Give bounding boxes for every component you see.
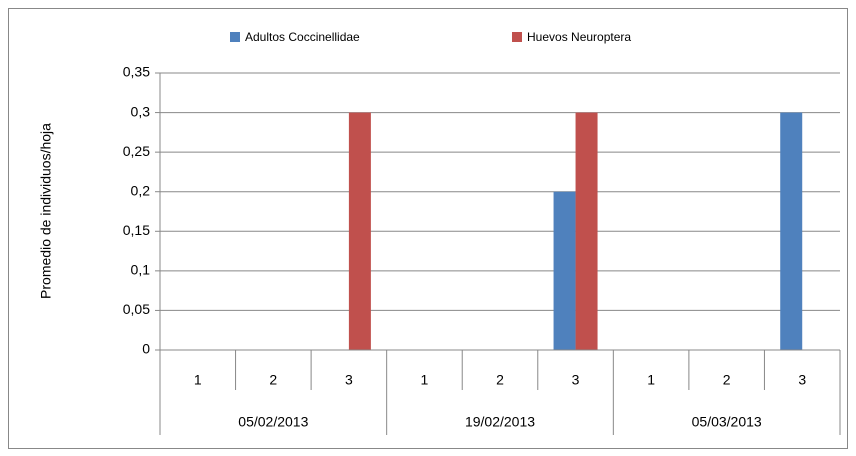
x-tick-label: 2 [496,372,504,388]
legend-label: Adultos Coccinellidae [245,30,360,44]
x-tick-label: 1 [194,372,202,388]
y-tick-label: 0,1 [131,262,151,278]
y-tick-label: 0,3 [131,103,151,119]
legend-swatch [512,32,522,42]
bar [780,112,803,350]
x-tick-label: 1 [647,372,655,388]
group-label: 05/02/2013 [238,414,308,430]
x-tick-label: 3 [798,372,806,388]
x-tick-label: 1 [421,372,429,388]
bar [553,191,576,350]
y-tick-label: 0 [142,341,150,357]
legend-swatch [230,32,240,42]
legend-label: Huevos Neuroptera [527,30,631,44]
y-tick-label: 0,2 [131,182,151,198]
y-axis-label: Promedio de individuos/hoja [38,123,54,299]
y-tick-label: 0,25 [123,143,150,159]
x-tick-label: 2 [723,372,731,388]
x-tick-label: 3 [572,372,580,388]
x-tick-label: 3 [345,372,353,388]
group-label: 05/03/2013 [692,414,762,430]
bar [348,112,371,350]
x-tick-label: 2 [269,372,277,388]
y-tick-label: 0,15 [123,222,150,238]
chart-border [8,8,848,449]
y-tick-label: 0,05 [123,301,150,317]
bar [575,112,598,350]
y-tick-label: 0,35 [123,64,150,80]
group-label: 19/02/2013 [465,414,535,430]
